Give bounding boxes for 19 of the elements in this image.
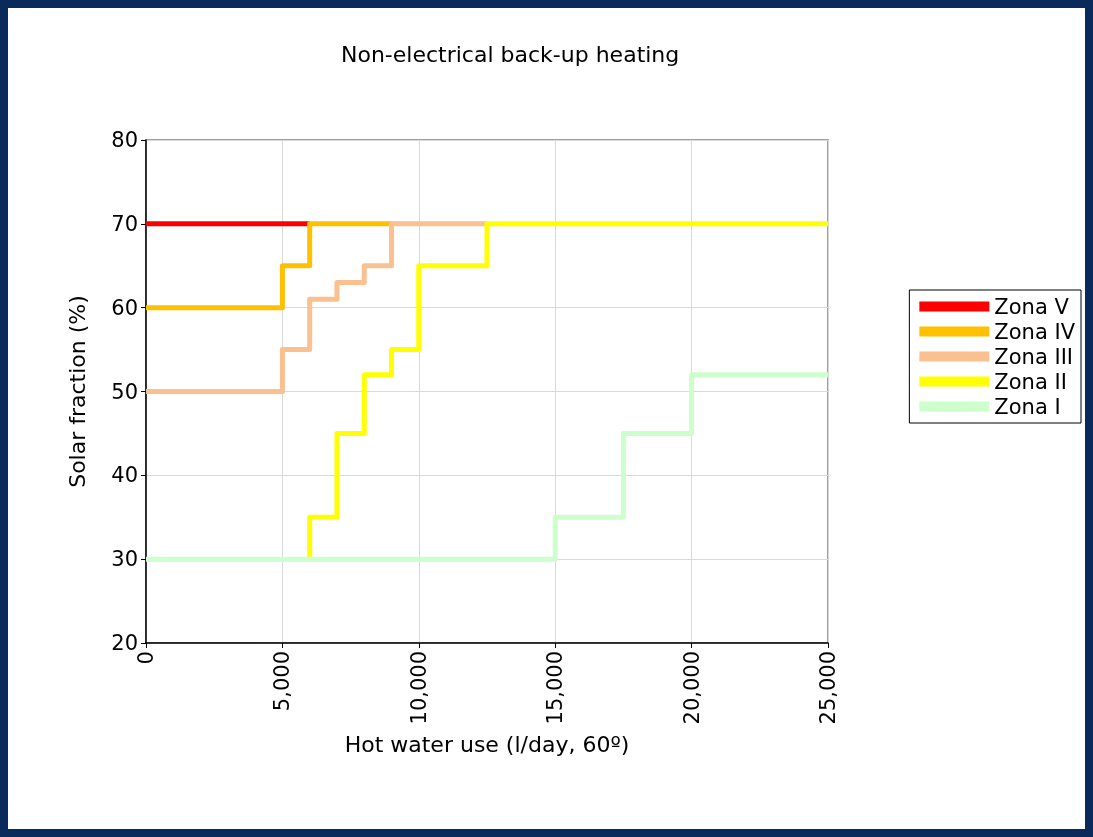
x-tick-label: 10,000: [406, 651, 431, 725]
legend-label: Zona II: [994, 369, 1067, 394]
y-tick-label: 60: [111, 295, 138, 320]
y-tick-label: 40: [111, 463, 138, 488]
x-tick-label: 5,000: [270, 651, 295, 712]
legend-label: Zona IV: [994, 319, 1076, 344]
x-tick-label: 25,000: [816, 651, 840, 725]
x-axis-title: Hot water use (l/day, 60º): [344, 731, 630, 757]
y-tick-label: 80: [111, 128, 138, 152]
legend-label: Zona I: [994, 394, 1061, 419]
y-tick-label: 30: [111, 547, 138, 572]
y-axis-title: Solar fraction (%): [64, 295, 90, 488]
chart-title: Non-electrical back-up heating: [341, 41, 680, 67]
legend-label: Zona V: [994, 294, 1070, 319]
legend-label: Zona III: [994, 344, 1074, 369]
x-tick-label: 15,000: [543, 651, 568, 725]
y-tick-label: 50: [111, 379, 138, 404]
x-tick-label: 20,000: [679, 651, 704, 725]
y-tick-label: 70: [111, 211, 138, 236]
